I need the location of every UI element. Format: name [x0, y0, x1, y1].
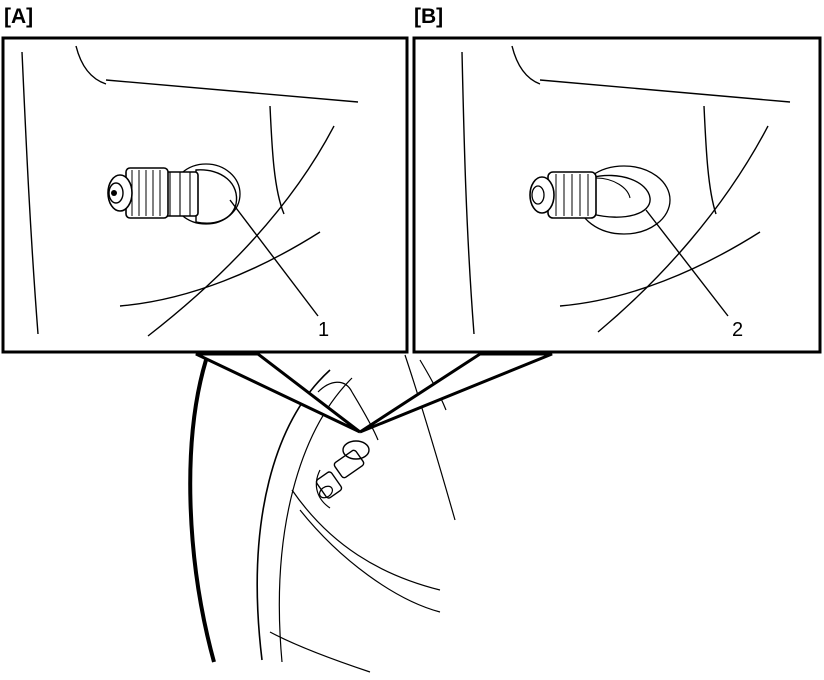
panel-b: 2 — [412, 36, 822, 354]
callout-1-leader — [229, 199, 319, 317]
valve-a-metal-cap — [107, 163, 241, 225]
callout-2-leader — [645, 209, 729, 317]
panel-a: 1 — [1, 36, 409, 354]
valve-b-plastic-cap — [529, 165, 671, 235]
callout-2: 2 — [732, 319, 743, 341]
callout-leader-wedges — [195, 352, 553, 434]
panel-a-label: [A] — [4, 5, 34, 28]
panel-b-label: [B] — [414, 5, 444, 28]
callout-1: 1 — [318, 319, 329, 341]
